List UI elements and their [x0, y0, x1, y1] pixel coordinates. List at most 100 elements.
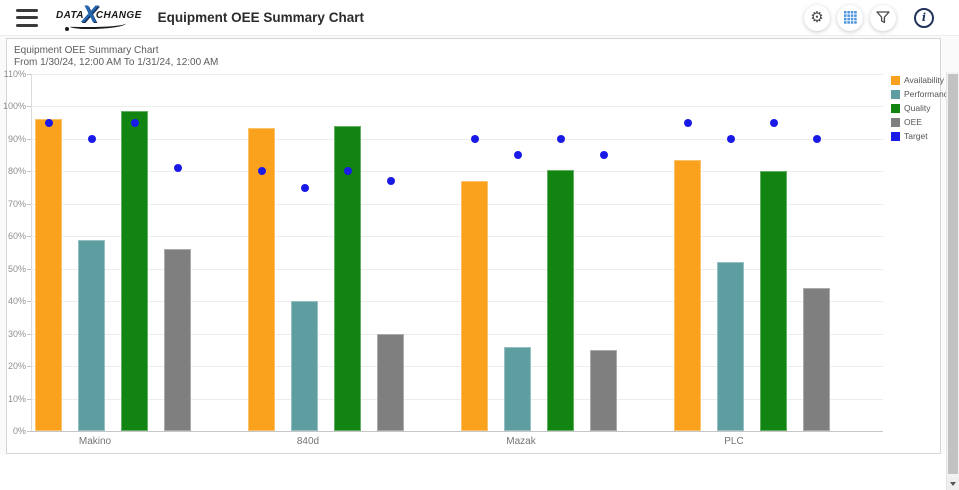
bar-availability-mazak[interactable] — [461, 181, 488, 431]
y-tick — [27, 301, 31, 303]
gridline — [31, 366, 883, 368]
target-dot-plc-availability[interactable] — [683, 118, 692, 127]
scrollbar-down-button[interactable] — [947, 477, 959, 490]
bar-quality-mazak[interactable] — [547, 169, 574, 431]
bar-availability-makino[interactable] — [35, 119, 62, 431]
target-dot-840d-availability[interactable] — [257, 167, 266, 176]
down-arrow-icon — [950, 481, 956, 486]
y-tick — [27, 203, 31, 205]
legend-label-target: Target — [904, 131, 928, 141]
legend-swatch-oee — [891, 117, 900, 127]
target-dot-840d-oee[interactable] — [386, 177, 395, 186]
bar-performance-840d[interactable] — [291, 301, 318, 431]
bar-performance-makino[interactable] — [78, 239, 105, 431]
logo-swoosh — [65, 21, 126, 31]
target-dot-mazak-performance[interactable] — [513, 151, 522, 160]
y-tick — [27, 431, 31, 432]
gridline — [31, 236, 883, 238]
y-tick — [27, 333, 31, 335]
settings-button[interactable]: ⚙ — [804, 4, 830, 31]
app-header: DATA X CHANGE Equipment OEE Summary Char… — [0, 0, 959, 36]
gridline — [31, 171, 883, 173]
dataxchange-logo: DATA X CHANGE — [56, 2, 142, 31]
bar-quality-840d[interactable] — [334, 125, 361, 431]
bar-oee-840d[interactable] — [377, 333, 404, 431]
legend-item-oee[interactable]: OEE — [891, 117, 953, 127]
legend-item-target[interactable]: Target — [891, 131, 953, 141]
y-axis-label: 0% — [12, 426, 26, 436]
gridline — [31, 333, 883, 335]
grid-view-button[interactable] — [837, 4, 863, 31]
target-dot-840d-performance[interactable] — [300, 183, 309, 192]
legend-label-availability: Availability — [904, 75, 945, 85]
gear-icon: ⚙ — [810, 8, 824, 26]
grid-icon — [843, 11, 857, 24]
filter-funnel-icon — [876, 11, 890, 24]
y-axis-label: 50% — [7, 263, 26, 274]
logo-word-data: DATA — [56, 10, 84, 21]
target-dot-mazak-quality[interactable] — [556, 134, 565, 143]
target-dot-plc-performance[interactable] — [726, 134, 735, 143]
page-title: Equipment OEE Summary Chart — [157, 10, 364, 25]
target-dot-plc-quality[interactable] — [769, 118, 778, 127]
gridline — [31, 268, 883, 270]
y-axis-label: 70% — [7, 198, 26, 209]
vertical-scrollbar[interactable] — [946, 72, 959, 490]
legend-swatch-availability — [891, 75, 900, 85]
y-axis-label: 90% — [7, 133, 26, 144]
chart-title: Equipment OEE Summary Chart — [14, 45, 159, 56]
y-axis-label: 20% — [7, 361, 26, 372]
y-tick — [27, 236, 31, 238]
gridline — [31, 301, 883, 303]
legend-item-performance[interactable]: Performance — [891, 89, 953, 99]
target-dot-makino-oee[interactable] — [173, 164, 182, 173]
legend-label-quality: Quality — [904, 103, 931, 113]
gridline — [31, 138, 883, 140]
legend-swatch-quality — [891, 103, 900, 113]
gridline — [31, 203, 883, 205]
x-axis-label-mazak: Mazak — [506, 436, 536, 447]
hamburger-menu-icon[interactable] — [16, 8, 40, 27]
target-dot-makino-quality[interactable] — [130, 118, 139, 127]
target-dot-makino-performance[interactable] — [87, 134, 96, 143]
filter-button[interactable] — [870, 4, 896, 31]
header-actions: ⚙ i — [804, 4, 949, 31]
info-button[interactable]: i — [911, 5, 937, 31]
logo-word-change: CHANGE — [95, 10, 142, 21]
legend-item-availability[interactable]: Availability — [891, 75, 953, 85]
chart-subtitle: From 1/30/24, 12:00 AM To 1/31/24, 12:00… — [14, 57, 219, 68]
bar-availability-840d[interactable] — [248, 127, 275, 431]
target-dot-mazak-oee[interactable] — [599, 151, 608, 160]
bar-quality-plc[interactable] — [760, 171, 787, 431]
bar-quality-makino[interactable] — [121, 111, 148, 431]
x-axis-label-840d: 840d — [296, 436, 320, 447]
target-dot-plc-oee[interactable] — [812, 134, 821, 143]
y-tick — [27, 268, 31, 270]
legend-item-quality[interactable]: Quality — [891, 103, 953, 113]
plot-area[interactable]: 0% 10% 20% 30% 40% 50% 60% 70% 80% 90% 100% 110% Mak… — [3, 69, 883, 447]
y-axis-label: 10% — [7, 393, 26, 404]
bar-performance-plc[interactable] — [717, 262, 744, 431]
bar-performance-mazak[interactable] — [504, 346, 531, 431]
bar-oee-makino[interactable] — [164, 249, 191, 431]
info-icon: i — [914, 7, 934, 28]
target-dot-mazak-availability[interactable] — [470, 134, 479, 143]
target-dot-makino-availability[interactable] — [44, 118, 53, 127]
x-axis-label-makino: Makino — [78, 436, 112, 447]
content-area: Equipment OEE Summary Chart From 1/30/24… — [0, 36, 959, 490]
bar-oee-plc[interactable] — [803, 288, 830, 431]
bar-oee-mazak[interactable] — [590, 349, 617, 431]
legend-label-oee: OEE — [904, 117, 922, 127]
legend-swatch-target — [891, 131, 900, 141]
bar-availability-plc[interactable] — [674, 160, 701, 431]
scrollbar-thumb[interactable] — [948, 74, 958, 474]
chart-card: Equipment OEE Summary Chart From 1/30/24… — [3, 38, 953, 454]
chart-legend: Availability Performance Quality OEE Target — [891, 75, 953, 141]
y-axis-label: 80% — [7, 166, 26, 177]
x-axis-line — [31, 431, 883, 432]
y-tick — [27, 366, 31, 368]
y-axis-label: 60% — [7, 231, 26, 242]
target-dot-840d-quality[interactable] — [343, 167, 352, 176]
y-axis-label: 40% — [7, 296, 26, 307]
y-tick — [27, 171, 31, 173]
